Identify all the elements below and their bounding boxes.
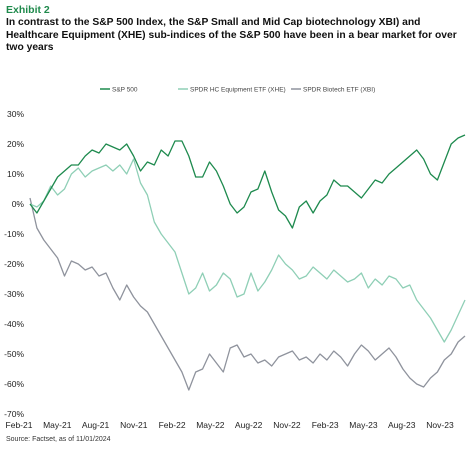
x-tick-label: Nov-23 [426,420,454,430]
series-group [29,134,466,391]
x-tick-label: Feb-23 [312,420,339,430]
y-tick-label: 0% [12,199,25,209]
series-line [29,134,466,229]
x-tick-label: Nov-21 [120,420,148,430]
series-line [29,158,466,343]
y-tick-label: 10% [7,169,24,179]
source-note: Source: Factset, as of 11/01/2024 [6,436,111,443]
x-tick-label: Aug-23 [388,420,416,430]
series-line [29,197,466,391]
y-tick-label: 30% [7,109,24,119]
x-tick-label: Feb-22 [159,420,186,430]
legend-entry: SPDR HC Equipment ETF (XHE) [190,86,286,93]
legend: S&P 500 SPDR HC Equipment ETF (XHE) SPDR B… [100,86,375,93]
y-tick-label: -60% [4,379,24,389]
y-tick-label: -10% [4,229,24,239]
x-tick-label: Nov-22 [273,420,301,430]
y-tick-label: -40% [4,319,24,329]
y-tick-label: -30% [4,289,24,299]
chart-title: In contrast to the S&P 500 Index, the S&… [6,17,457,53]
x-tick-label: May-22 [196,420,225,430]
legend-entry: S&P 500 [112,86,138,93]
y-tick-label: 20% [7,139,24,149]
legend-entry: SPDR Biotech ETF (XBI) [303,86,375,93]
y-tick-label: -50% [4,349,24,359]
x-tick-label: May-23 [349,420,378,430]
x-tick-label: Aug-22 [235,420,263,430]
y-tick-label: -70% [4,409,24,419]
x-tick-label: May-21 [43,420,72,430]
y-axis: 30% 20% 10% 0% -10% -20% -30% -40% -50% -60% -70% [4,109,24,419]
x-tick-label: Feb-21 [6,420,33,430]
y-tick-label: -20% [4,259,24,269]
x-axis: Feb-21 May-21 Aug-21 Nov-21 Feb-22 May-22 Aug-… [6,420,454,430]
x-tick-label: Aug-21 [82,420,110,430]
exhibit-label: Exhibit 2 [6,4,50,16]
